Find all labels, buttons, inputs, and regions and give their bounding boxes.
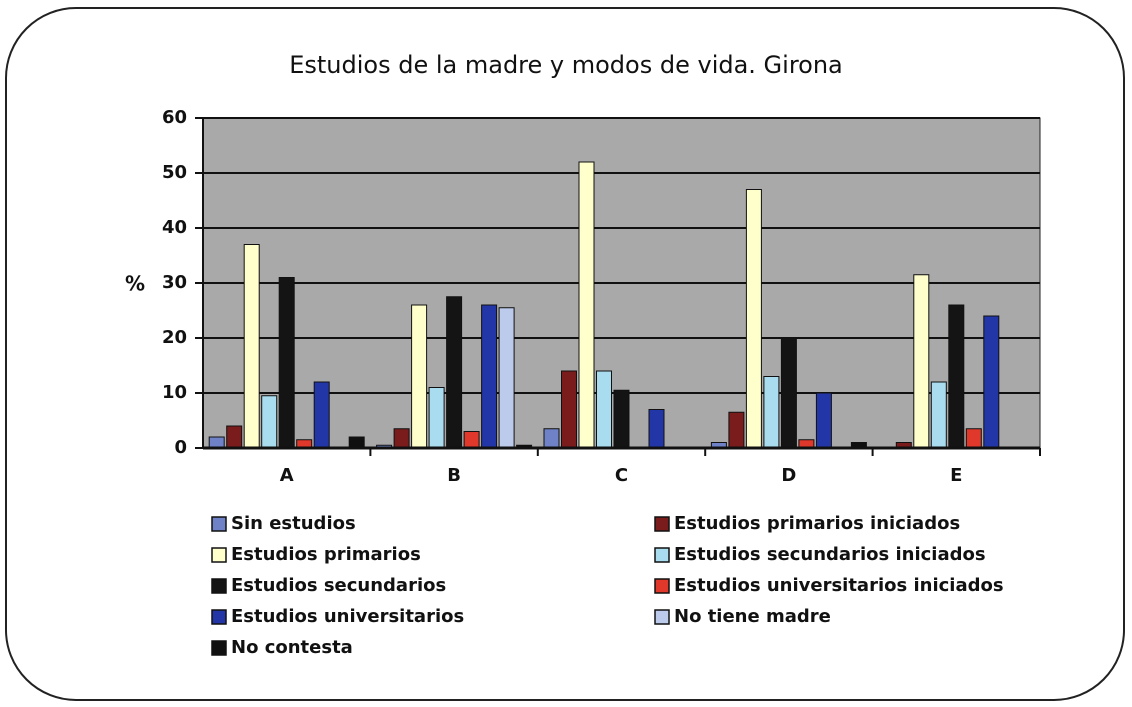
bar [463,431,480,449]
bar [278,277,295,449]
y-tick-label: 10 [162,382,187,403]
bar [208,436,225,449]
x-tick-label: E [950,465,962,486]
legend-swatch [211,640,227,656]
bar [728,411,745,449]
x-tick-label: D [781,465,796,486]
legend-label: No contesta [231,637,353,658]
bar [243,244,260,449]
bar [543,428,560,449]
bar [780,337,797,449]
bar [763,376,780,449]
legend-label: Estudios primarios iniciados [674,513,960,534]
bar [313,381,330,449]
y-tick-label: 50 [162,162,187,183]
legend-swatch [654,516,670,532]
legend-label: Estudios universitarios [231,606,464,627]
bar [930,381,947,449]
legend-swatch [211,609,227,625]
y-tick-label: 30 [162,272,187,293]
legend-label: Estudios secundarios iniciados [674,544,986,565]
x-tick-label: B [447,465,461,486]
legend-swatch [211,547,227,563]
y-axis-label: % [125,272,145,296]
bar [481,304,498,449]
bar [578,161,595,449]
x-tick-label: A [280,465,294,486]
bar [948,304,965,449]
legend-swatch [654,547,670,563]
bar [648,409,665,449]
bar [965,428,982,449]
bar [596,370,612,449]
y-tick-label: 20 [162,327,187,348]
y-tick-label: 60 [162,107,187,128]
y-tick-label: 0 [174,437,187,458]
y-tick-label: 40 [162,217,187,238]
bar [411,304,428,449]
bar [348,436,365,449]
legend-label: No tiene madre [674,606,831,627]
legend-label: Estudios universitarios iniciados [674,575,1004,596]
legend-swatch [654,609,670,625]
bar [393,428,410,449]
legend-label: Sin estudios [231,513,356,534]
legend-swatch [654,578,670,594]
legend-swatch [211,578,227,594]
bar [913,274,930,449]
chart-title: Estudios de la madre y modos de vida. Gi… [289,51,843,79]
x-tick-label: C [615,465,628,486]
bar [613,389,630,449]
legend-swatch [211,516,227,532]
bar [983,315,1000,449]
bar [446,296,463,449]
bar [428,387,445,449]
bar [745,189,762,449]
legend-label: Estudios primarios [231,544,421,565]
bar [261,395,278,449]
bar [226,425,243,449]
bar [561,370,577,449]
bar [498,307,515,449]
bar [815,392,832,449]
legend-label: Estudios secundarios [231,575,446,596]
